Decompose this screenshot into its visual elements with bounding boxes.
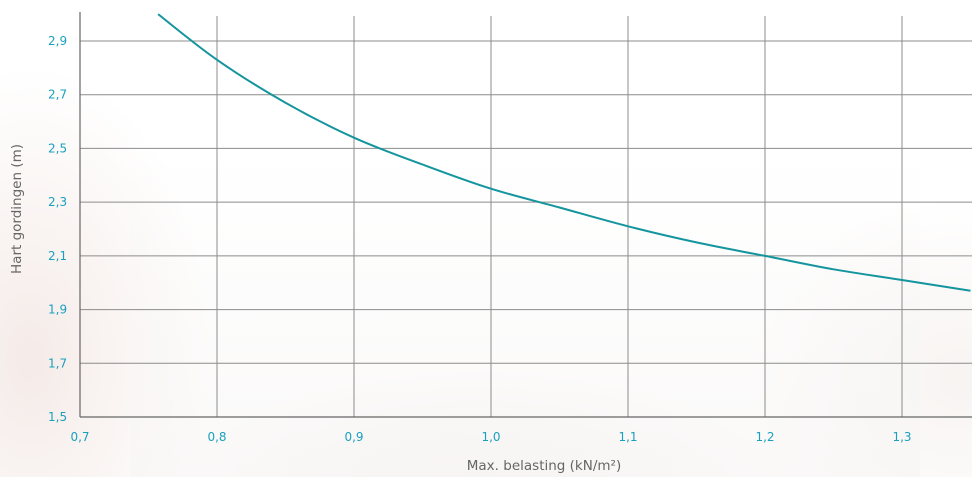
horizontal-gridlines	[80, 40, 972, 364]
x-tick-label-1: 0,8	[207, 430, 226, 444]
x-tick-label-5: 1,2	[755, 430, 774, 444]
y-tick-label-4: 2,3	[48, 195, 67, 209]
y-tick-label-1: 1,7	[48, 356, 67, 370]
background-panel	[130, 150, 920, 477]
x-tick-label-0: 0,7	[70, 430, 89, 444]
y-tick-label-0: 1,5	[48, 410, 67, 424]
y-tick-label-2: 1,9	[48, 303, 67, 317]
vertical-gridlines	[216, 16, 903, 417]
x-tick-label-4: 1,1	[618, 430, 637, 444]
y-tick-label-5: 2,5	[48, 141, 67, 155]
y-axis-title: Hart gordingen (m)	[9, 144, 25, 274]
y-tick-label-6: 2,7	[48, 88, 67, 102]
series-group	[157, 13, 971, 292]
x-tick-label-6: 1,3	[892, 430, 911, 444]
y-tick-labels: 1,5 1,7 1,9 2,1 2,3 2,5 2,7 2,9	[48, 34, 67, 424]
x-axis-title: Max. belasting (kN/m²)	[467, 458, 621, 474]
y-tick-label-3: 2,1	[48, 249, 67, 263]
x-tick-label-3: 1,0	[481, 430, 500, 444]
x-tick-label-2: 0,9	[344, 430, 363, 444]
y-tick-label-7: 2,9	[48, 34, 67, 48]
series-line-0	[157, 13, 971, 292]
x-tick-labels: 0,7 0,8 0,9 1,0 1,1 1,2 1,3	[70, 430, 911, 444]
